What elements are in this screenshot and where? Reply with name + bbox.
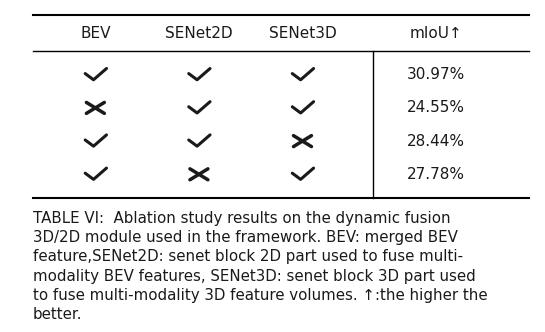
Text: SENet3D: SENet3D (269, 26, 336, 41)
Text: mIoU↑: mIoU↑ (410, 26, 462, 41)
Text: BEV: BEV (80, 26, 111, 41)
Text: modality BEV features, SENet3D: senet block 3D part used: modality BEV features, SENet3D: senet bl… (33, 269, 475, 284)
Text: 27.78%: 27.78% (407, 167, 465, 182)
Text: to fuse multi-modality 3D feature volumes. ↑:the higher the: to fuse multi-modality 3D feature volume… (33, 288, 487, 303)
Text: SENet2D: SENet2D (165, 26, 233, 41)
Text: better.: better. (33, 307, 82, 322)
Text: 3D/2D module used in the framework. BEV: merged BEV: 3D/2D module used in the framework. BEV:… (33, 230, 458, 245)
Text: TABLE VI:  Ablation study results on the dynamic fusion: TABLE VI: Ablation study results on the … (33, 211, 450, 226)
Text: feature,SENet2D: senet block 2D part used to fuse multi-: feature,SENet2D: senet block 2D part use… (33, 249, 463, 264)
Text: 24.55%: 24.55% (407, 100, 465, 116)
Text: 28.44%: 28.44% (407, 133, 465, 149)
Text: 30.97%: 30.97% (407, 67, 465, 82)
